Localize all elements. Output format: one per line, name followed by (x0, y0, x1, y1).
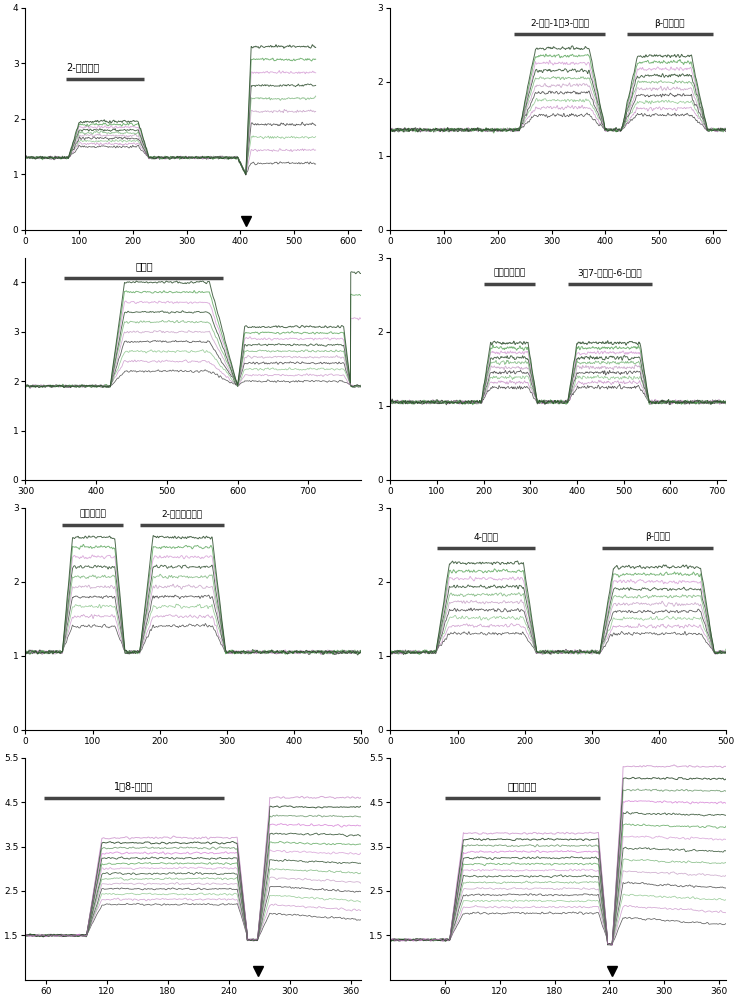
Text: 1，8-桉叶素: 1，8-桉叶素 (115, 781, 154, 791)
Text: β-环柠檬醒: β-环柠檬醒 (655, 19, 685, 28)
Text: 桃金娘烯醒: 桃金娘烯醒 (508, 781, 537, 791)
Text: 二烯丙基二硫: 二烯丙基二硫 (493, 269, 525, 278)
Text: 4-松油醇: 4-松油醇 (474, 532, 499, 541)
Text: 杂酚油: 杂酚油 (135, 261, 153, 271)
Text: 2-乙基-1，3-己二醇: 2-乙基-1，3-己二醇 (530, 19, 589, 28)
Text: 2-甲基壬基甲酮: 2-甲基壬基甲酮 (161, 510, 202, 519)
Text: 2-十二烷酮: 2-十二烷酮 (66, 62, 99, 72)
Text: 茅莉酸甲酧: 茅莉酸甲酧 (79, 510, 106, 519)
Text: 3，7-二甲基-6-辛烯醇: 3，7-二甲基-6-辛烯醇 (577, 269, 642, 278)
Text: β-香芋醇: β-香芋醇 (645, 532, 670, 541)
